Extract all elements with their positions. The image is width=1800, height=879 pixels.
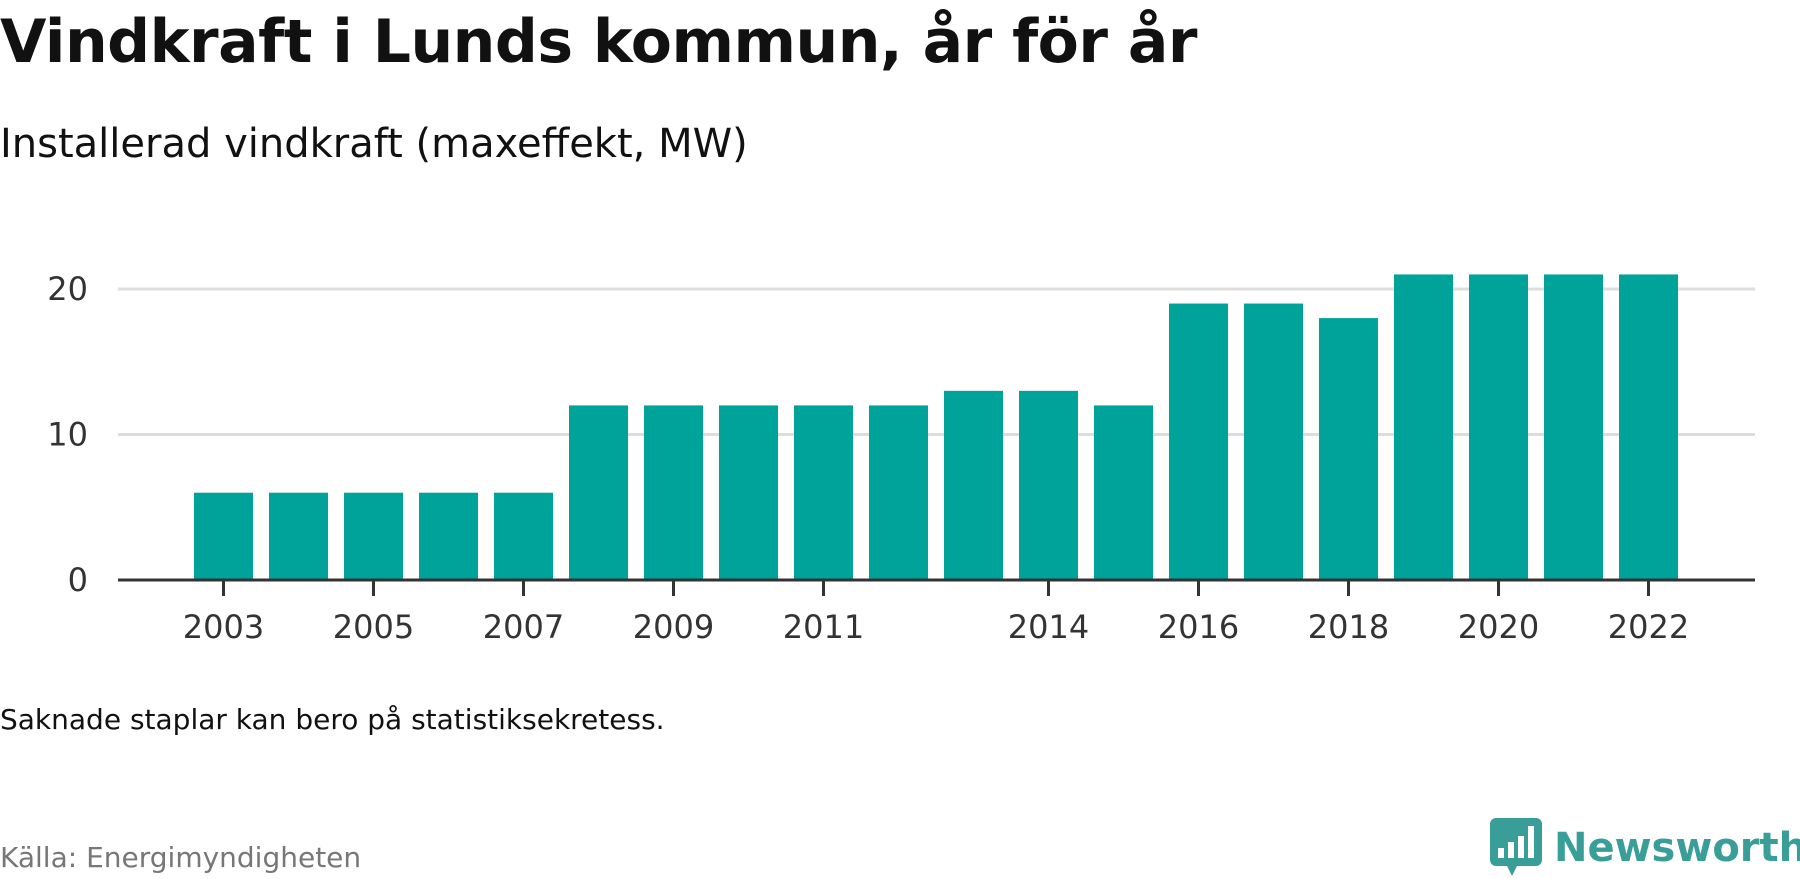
newsworthy-brand[interactable]: Newsworthy (1490, 818, 1800, 878)
chart-subtitle: Installerad vindkraft (maxeffekt, MW) (0, 121, 748, 167)
x-tick-label: 2022 (1608, 608, 1689, 646)
y-tick-label: 10 (47, 416, 88, 454)
bar-2018 (1319, 318, 1378, 580)
x-axis-ticks: 2003 2005 2007 2009 2011 2014 2016 2018 2020 2022 (183, 580, 1689, 646)
x-tick-label: 2009 (633, 608, 714, 646)
y-tick-label: 0 (68, 561, 88, 599)
newsworthy-logo-icon (1490, 818, 1542, 876)
bars (194, 274, 1678, 580)
bar-2015 (1094, 405, 1153, 580)
x-tick-label: 2007 (483, 608, 564, 646)
bar-2014 (1019, 390, 1078, 580)
x-tick-label: 2014 (1008, 608, 1089, 646)
bar-2004 (269, 492, 328, 580)
x-tick-label: 2016 (1158, 608, 1239, 646)
bar-2022 (1619, 274, 1678, 580)
bar-2017 (1244, 303, 1303, 580)
bar-2013 (944, 390, 1003, 580)
bar-2019 (1394, 274, 1453, 580)
bar-2005 (344, 492, 403, 580)
bar-2006 (419, 492, 478, 580)
y-axis-ticks: 0 10 20 (47, 270, 88, 599)
x-tick-label: 2003 (183, 608, 264, 646)
footnote: Saknade staplar kan bero på statistiksek… (0, 703, 665, 736)
x-tick-label: 2018 (1308, 608, 1389, 646)
y-tick-label: 20 (47, 270, 88, 308)
bar-2021 (1544, 274, 1603, 580)
bar-2016 (1169, 303, 1228, 580)
bar-2007 (494, 492, 553, 580)
source-credit: Källa: Energimyndigheten (0, 841, 362, 874)
x-tick-label: 2005 (333, 608, 414, 646)
bar-2010 (719, 405, 778, 580)
bar-2008 (569, 405, 628, 580)
bar-2003 (194, 492, 253, 580)
bar-2012 (869, 405, 928, 580)
bar-2009 (644, 405, 703, 580)
chart-title: Vindkraft i Lunds kommun, år för år (0, 7, 1197, 77)
bar-2011 (794, 405, 853, 580)
bar-chart: 2003 2005 2007 2009 2011 2014 2016 2018 2020 2022… (47, 270, 1755, 646)
x-tick-label: 2011 (783, 608, 864, 646)
x-tick-label: 2020 (1458, 608, 1539, 646)
bar-2020 (1469, 274, 1528, 580)
brand-name: Newsworthy (1554, 825, 1800, 871)
